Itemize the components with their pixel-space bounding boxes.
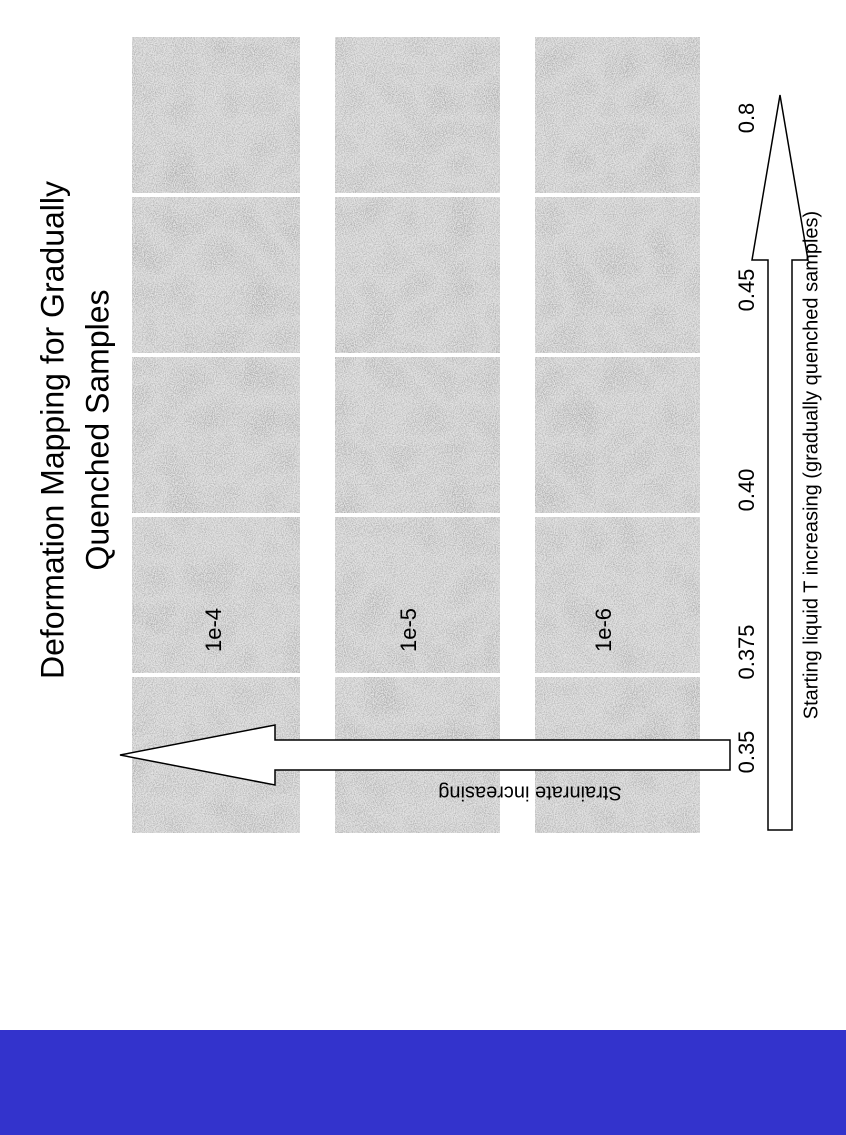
deformation-map — [335, 197, 500, 353]
deformation-map — [535, 517, 700, 673]
column-label: 0.40 — [734, 469, 759, 512]
row-label: 1e-5 — [396, 608, 421, 652]
title-line: Deformation Mapping for Gradually — [34, 181, 70, 679]
slide: Deformation Mapping for Gradually Quench… — [0, 0, 846, 1135]
deformation-map — [132, 37, 300, 193]
deformation-map — [535, 357, 700, 513]
deformation-map — [535, 37, 700, 193]
strainrate-label: Strainrate increasing — [438, 782, 621, 804]
row-label: 1e-6 — [591, 608, 616, 652]
deformation-map — [535, 197, 700, 353]
temperature-label: Starting liquid T increasing (gradually … — [800, 211, 822, 719]
deformation-map — [132, 197, 300, 353]
column-label: 0.8 — [734, 103, 759, 134]
deformation-map — [335, 357, 500, 513]
deformation-map — [132, 357, 300, 513]
column-label: 0.45 — [734, 269, 759, 312]
row-label: 1e-4 — [201, 608, 226, 652]
footer-bar — [0, 1030, 846, 1135]
deformation-map — [335, 37, 500, 193]
column-label: 0.35 — [734, 731, 759, 774]
tile-grid — [132, 37, 700, 833]
title-line: Quenched Samples — [79, 289, 115, 570]
column-label: 0.375 — [734, 624, 759, 679]
